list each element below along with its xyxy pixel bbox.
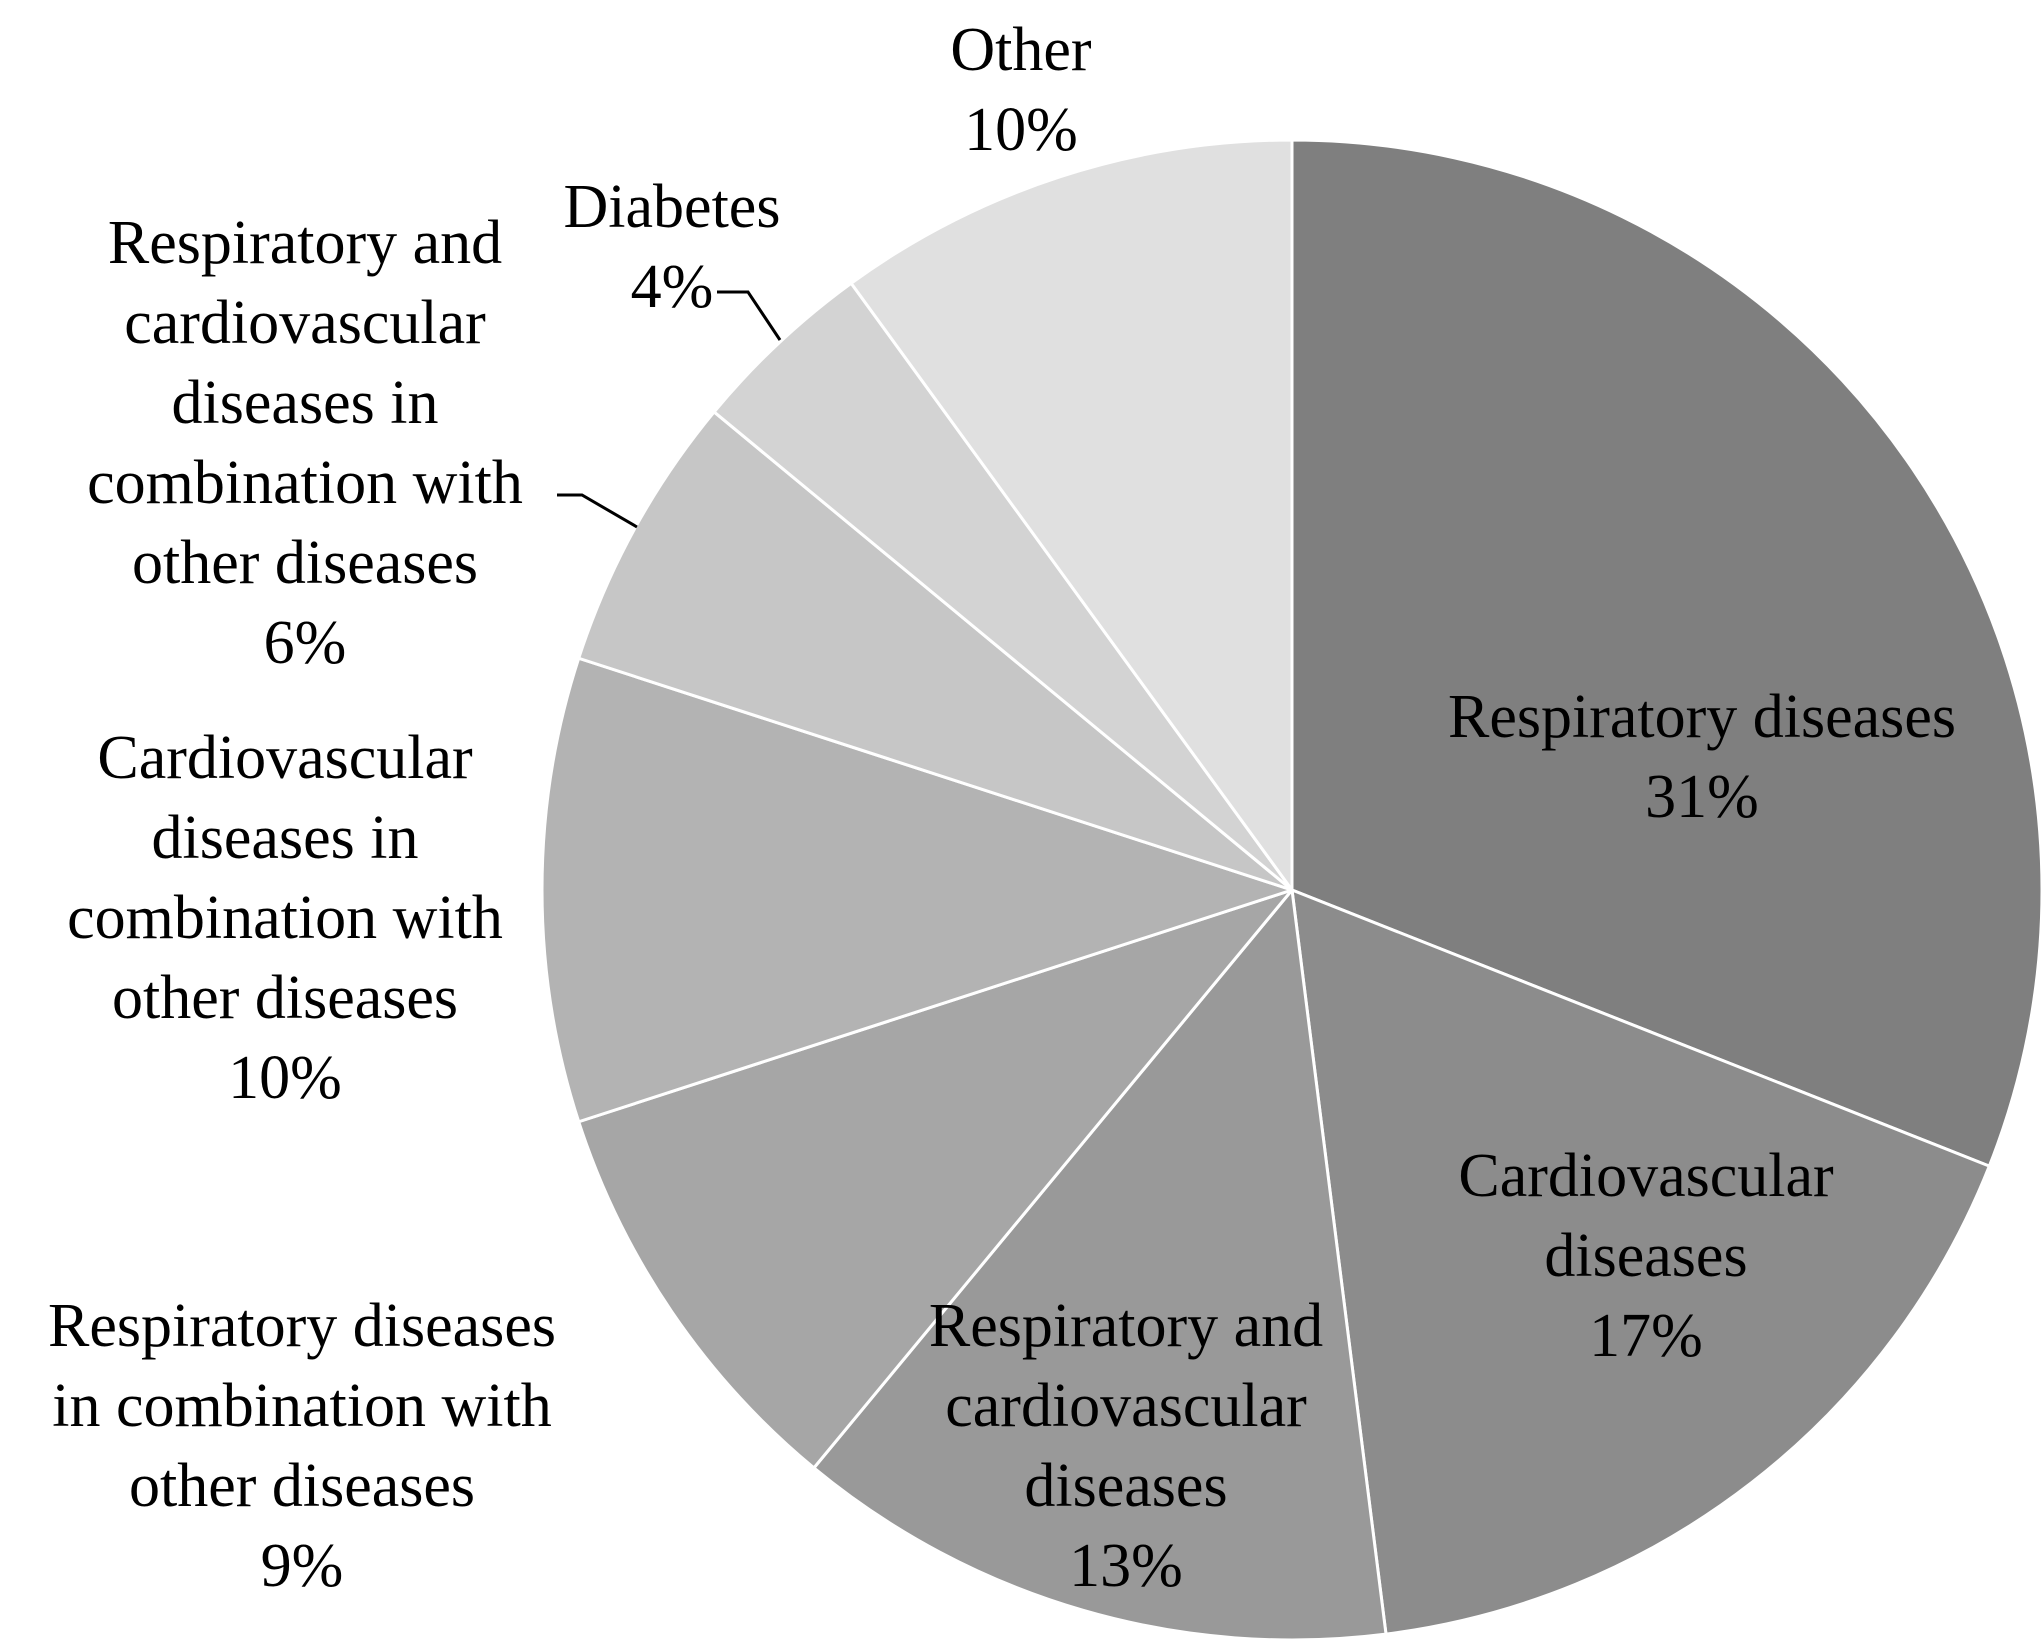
- slice-label-line: diseases: [1024, 1452, 1227, 1520]
- slice-label-line: Other: [950, 16, 1092, 84]
- pie-slice-resp-combo: [577, 888, 1294, 1470]
- slice-label-line: 13%: [1069, 1532, 1183, 1600]
- slice-label-cardio-combo: Cardiovascular diseases in combination wit…: [67, 724, 503, 1112]
- pie-slice-respiratory: [1290, 138, 2041, 1168]
- slice-label-line: in combination with: [52, 1372, 551, 1440]
- leader-line-resp-cardio-combo: [557, 493, 638, 529]
- slice-label-line: cardiovascular: [945, 1372, 1307, 1440]
- slice-label-line: other diseases: [132, 529, 478, 597]
- slice-label-line: Cardiovascular: [97, 724, 473, 792]
- slice-label-resp-combo: Respiratory diseases in combination with o…: [48, 1292, 556, 1600]
- slice-label-line: combination with: [67, 884, 503, 952]
- slice-label-line: 10%: [964, 96, 1078, 164]
- slice-label-line: 17%: [1589, 1302, 1703, 1370]
- slice-label-resp-cardio-combo: Respiratory and cardiovascular diseases in…: [87, 209, 523, 677]
- slice-label-diabetes: Diabetes 4%: [564, 173, 781, 321]
- slice-label-line: combination with: [87, 449, 523, 517]
- leader-lines: [557, 290, 782, 529]
- pie-slice-resp-cardio: [812, 888, 1388, 1642]
- leader-line-diabetes: [717, 290, 782, 341]
- slice-label-line: Respiratory and: [108, 209, 502, 277]
- pie-slice-cardio-combo: [540, 656, 1294, 1124]
- slice-label-line: Respiratory and: [929, 1292, 1323, 1360]
- slice-label-line: Diabetes: [564, 173, 781, 241]
- slice-label-line: 31%: [1645, 763, 1759, 831]
- slice-label-line: Respiratory diseases: [1448, 683, 1956, 751]
- slice-label-line: other diseases: [129, 1452, 475, 1520]
- pie-slice-resp-cardio-combo: [577, 410, 1294, 892]
- slice-label-line: diseases in: [152, 804, 419, 872]
- slice-label-cardiovascular: Cardiovascular diseases 17%: [1458, 1142, 1834, 1370]
- slice-label-resp-cardio: Respiratory and cardiovascular diseases 13%: [929, 1292, 1323, 1600]
- slice-labels: Respiratory diseases 31% Cardiovascular dis…: [48, 16, 1956, 1600]
- slice-label-other: Other 10%: [950, 16, 1092, 164]
- slice-label-respiratory: Respiratory diseases 31%: [1448, 683, 1956, 831]
- slice-label-line: 10%: [228, 1044, 342, 1112]
- slice-label-line: 6%: [264, 609, 347, 677]
- slice-label-line: Respiratory diseases: [48, 1292, 556, 1360]
- slice-label-line: other diseases: [112, 964, 458, 1032]
- slice-label-line: 4%: [631, 253, 714, 321]
- pie-slice-diabetes: [712, 281, 1294, 892]
- slice-label-line: diseases: [1544, 1222, 1747, 1290]
- pie-slices: [540, 138, 2041, 1642]
- slice-label-line: diseases in: [172, 369, 439, 437]
- pie-slice-other: [849, 138, 1294, 892]
- pie-slice-cardiovascular: [1290, 888, 1991, 1636]
- slice-label-line: Cardiovascular: [1458, 1142, 1834, 1210]
- slice-label-line: cardiovascular: [124, 289, 486, 357]
- slice-label-line: 9%: [261, 1532, 344, 1600]
